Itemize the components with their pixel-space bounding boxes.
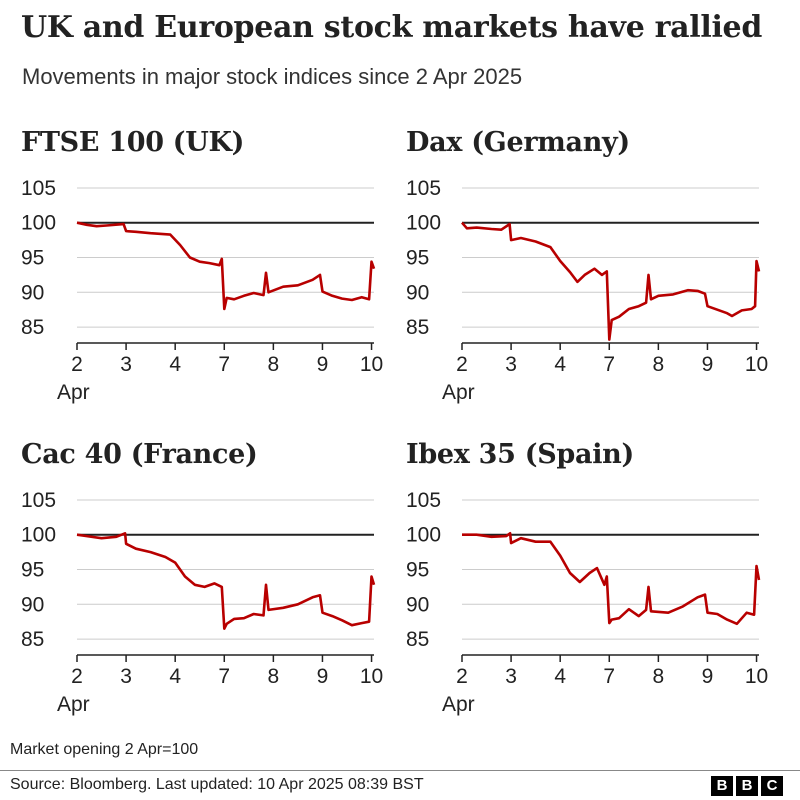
bbc-logo-letter: B [711,776,733,796]
y-tick-label: 100 [406,524,441,547]
panel-chart-ibex: 85 90 95 100 105 2 3 4 7 8 9 10 Apr [406,489,768,716]
x-month-label: Apr [57,381,90,404]
x-tick-label: 8 [268,353,280,376]
x-tick-label: 8 [653,665,665,688]
bbc-logo-letter: B [736,776,758,796]
x-tick-label: 9 [702,665,714,688]
panel-title-dax: Dax (Germany) [406,127,630,158]
x-tick-label: 9 [317,353,329,376]
y-tick-label: 90 [21,593,44,616]
y-tick-label: 95 [406,247,429,270]
x-tick-label: 4 [554,353,566,376]
x-month-label: Apr [442,381,475,404]
y-tick-label: 100 [21,212,56,235]
y-tick-label: 85 [406,316,429,339]
x-tick-label: 4 [169,353,181,376]
y-tick-label: 85 [406,628,429,651]
footer-divider [0,770,800,771]
panel-title-ibex: Ibex 35 (Spain) [406,439,634,470]
x-tick-label: 3 [505,665,517,688]
y-tick-label: 105 [21,489,56,512]
panel-chart-dax: 85 90 95 100 105 2 3 4 7 8 9 10 Apr [406,177,768,404]
series-line [76,221,376,311]
y-tick-label: 95 [21,247,44,270]
y-tick-label: 90 [406,281,429,304]
x-tick-label: 3 [120,353,132,376]
x-tick-label: 10 [360,665,383,688]
y-tick-label: 95 [406,559,429,582]
y-tick-label: 105 [21,177,56,200]
x-tick-label: 10 [745,353,768,376]
x-tick-label: 2 [71,665,83,688]
y-tick-label: 90 [21,281,44,304]
chart-subtitle: Movements in major stock indices since 2… [22,64,523,89]
x-tick-label: 8 [268,665,280,688]
x-tick-label: 7 [603,665,615,688]
panel-title-cac: Cac 40 (France) [21,439,258,470]
x-tick-label: 3 [120,665,132,688]
bbc-logo-letter: C [761,776,783,796]
x-tick-label: 4 [554,665,566,688]
y-tick-label: 85 [21,628,44,651]
y-tick-label: 100 [21,524,56,547]
chart-title: UK and European stock markets have ralli… [21,10,763,45]
x-tick-label: 7 [218,665,230,688]
x-tick-label: 7 [218,353,230,376]
x-tick-label: 8 [653,353,665,376]
series-line [76,532,376,630]
x-tick-label: 2 [456,665,468,688]
series-line [462,532,761,626]
chart-note: Market opening 2 Apr=100 [10,741,199,758]
x-month-label: Apr [442,693,475,716]
y-tick-label: 85 [21,316,44,339]
y-tick-label: 95 [21,559,44,582]
x-tick-label: 10 [360,353,383,376]
y-tick-label: 90 [406,593,429,616]
x-tick-label: 2 [456,353,468,376]
x-tick-label: 3 [505,353,517,376]
bbc-logo: B B C [711,776,783,796]
panel-title-ftse: FTSE 100 (UK) [21,127,245,158]
series-line [461,221,761,341]
y-tick-label: 105 [406,177,441,200]
panel-chart-ftse: 85 90 95 100 105 2 3 4 7 8 9 10 Apr [21,177,383,404]
y-tick-label: 100 [406,212,441,235]
x-tick-label: 10 [745,665,768,688]
x-month-label: Apr [57,693,90,716]
x-tick-label: 9 [317,665,329,688]
source-credit: Source: Bloomberg. Last updated: 10 Apr … [10,776,424,793]
x-tick-label: 7 [603,353,615,376]
x-tick-label: 4 [169,665,181,688]
panel-chart-cac: 85 90 95 100 105 2 3 4 7 8 9 10 Apr [21,489,383,716]
x-tick-label: 2 [71,353,83,376]
y-tick-label: 105 [406,489,441,512]
x-tick-label: 9 [702,353,714,376]
